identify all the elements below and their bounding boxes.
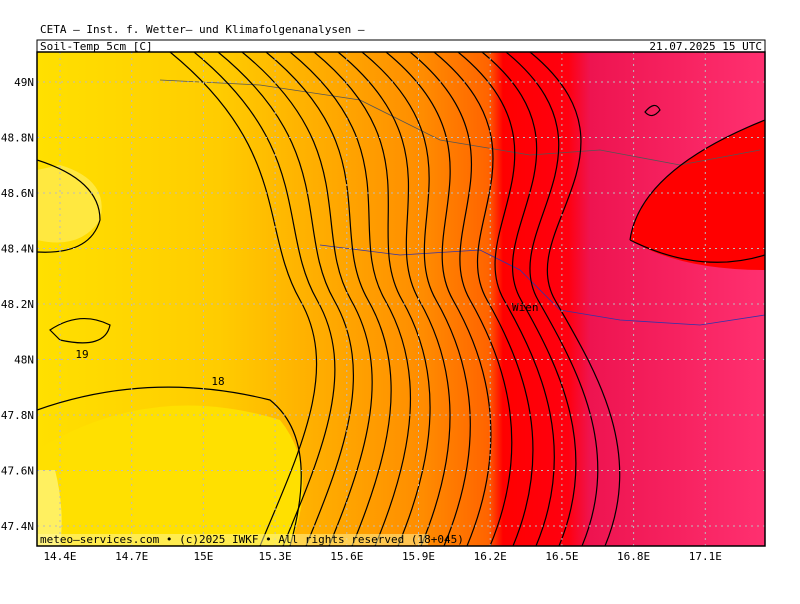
city-label: Wien [512,301,539,314]
contour [265,52,392,546]
warm-patch [37,470,62,546]
contour [361,52,471,546]
contour [289,52,411,546]
contour [433,52,534,546]
lon-label: 15.9E [402,550,435,563]
contour [49,317,111,344]
border [159,79,761,166]
title: CETA – Inst. f. Wetter– und Klimafolgena… [40,23,365,36]
contour-label: 18 [211,375,224,388]
footer-bg [38,534,428,545]
contour [409,52,513,546]
warm-patch [37,165,102,243]
lat-label: 48.2N [1,298,34,311]
footer: meteo–services.com • (c)2025 IWKF • All … [40,533,464,546]
contour [529,52,621,546]
lon-label: 14.7E [115,550,148,563]
contour [37,386,302,546]
contour [629,119,765,263]
contour-label: 19 [75,348,88,361]
contour [481,52,577,546]
lon-label: 16.5E [545,550,578,563]
map-frame [36,51,766,547]
lon-label: 15.3E [259,550,292,563]
contour [241,52,373,546]
contour [37,159,101,253]
lat-label: 48N [14,354,34,367]
contour [217,52,355,546]
map-area [37,52,765,546]
warm-patch [37,405,303,546]
contour [313,52,431,546]
contour [505,52,599,546]
river [319,244,765,326]
contour [193,52,336,546]
valid-time: 21.07.2025 15 UTC [649,40,762,53]
lon-label: 16.8E [617,550,650,563]
lat-label: 48.4N [1,243,34,256]
contour [457,52,555,546]
lon-label: 15E [193,550,213,563]
lon-label: 16.2E [474,550,507,563]
lat-label: 47.4N [1,520,34,533]
parameter: Soil-Temp_5cm [C] [40,40,153,53]
contour [169,52,318,546]
lat-label: 47.8N [1,409,34,422]
lat-label: 49N [14,76,34,89]
lat-label: 48.8N [1,132,34,145]
lon-label: 17.1E [689,550,722,563]
contour [644,104,661,117]
lon-label: 15.6E [330,550,363,563]
lat-label: 47.6N [1,465,34,478]
red-patch [630,120,765,270]
lat-label: 48.6N [1,187,34,200]
lon-label: 14.4E [43,550,76,563]
